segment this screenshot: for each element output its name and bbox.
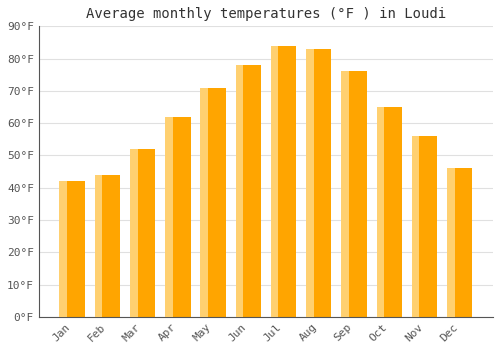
Bar <box>165 117 190 317</box>
Bar <box>306 49 332 317</box>
Bar <box>165 117 173 317</box>
Bar <box>376 107 384 317</box>
Bar <box>412 136 437 317</box>
Bar <box>60 181 67 317</box>
Bar <box>271 46 278 317</box>
Bar <box>342 71 349 317</box>
Bar <box>60 181 85 317</box>
Bar <box>94 175 120 317</box>
Bar <box>130 149 138 317</box>
Bar <box>236 65 261 317</box>
Bar <box>271 46 296 317</box>
Bar <box>94 175 102 317</box>
Bar <box>412 136 420 317</box>
Bar <box>236 65 243 317</box>
Bar <box>376 107 402 317</box>
Bar <box>306 49 314 317</box>
Bar <box>342 71 366 317</box>
Bar <box>130 149 156 317</box>
Bar <box>200 88 208 317</box>
Bar <box>447 168 454 317</box>
Bar <box>200 88 226 317</box>
Title: Average monthly temperatures (°F ) in Loudi: Average monthly temperatures (°F ) in Lo… <box>86 7 446 21</box>
Bar <box>447 168 472 317</box>
